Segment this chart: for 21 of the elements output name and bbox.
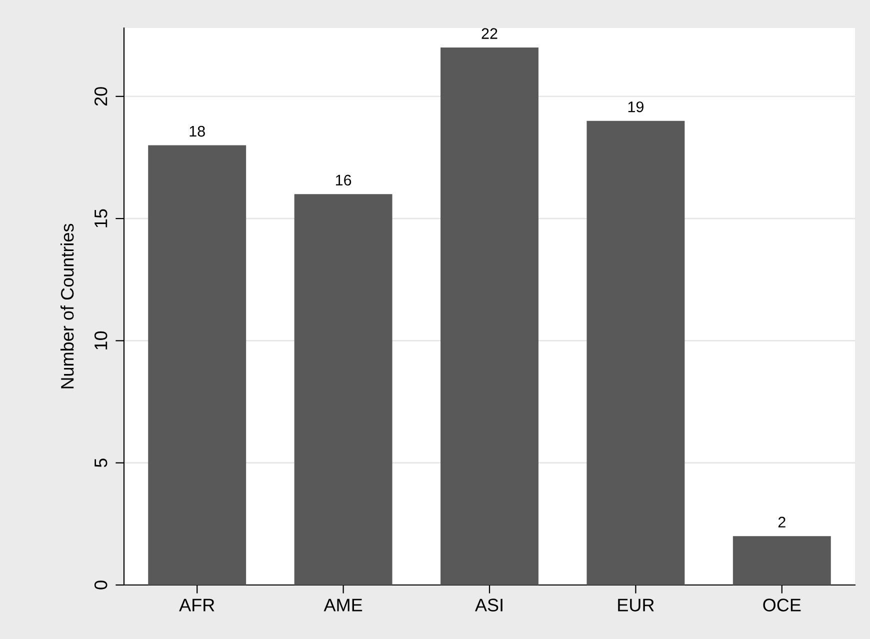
bar: [586, 120, 685, 585]
data-label: 16: [336, 174, 352, 186]
data-label: 2: [778, 516, 786, 528]
bar: [294, 194, 392, 585]
y-tick-label: 10: [94, 331, 108, 350]
x-tick-label: OCE: [763, 598, 801, 612]
bar: [148, 145, 246, 585]
data-label: 18: [190, 126, 205, 137]
data-label: 19: [628, 101, 644, 112]
data-label: 22: [482, 28, 498, 39]
bar: [440, 48, 538, 585]
bar: [732, 536, 831, 585]
y-tick-label: 0: [94, 580, 108, 590]
y-tick-label: 5: [94, 458, 108, 468]
x-tick-label: AME: [324, 598, 362, 612]
y-tick-label: 20: [94, 87, 108, 106]
y-axis-title: Number of Countries: [60, 224, 74, 388]
y-tick-label: 15: [94, 209, 108, 228]
x-tick-label: AFR: [179, 598, 214, 612]
x-tick-label: ASI: [474, 598, 502, 612]
x-tick-label: EUR: [618, 598, 654, 612]
